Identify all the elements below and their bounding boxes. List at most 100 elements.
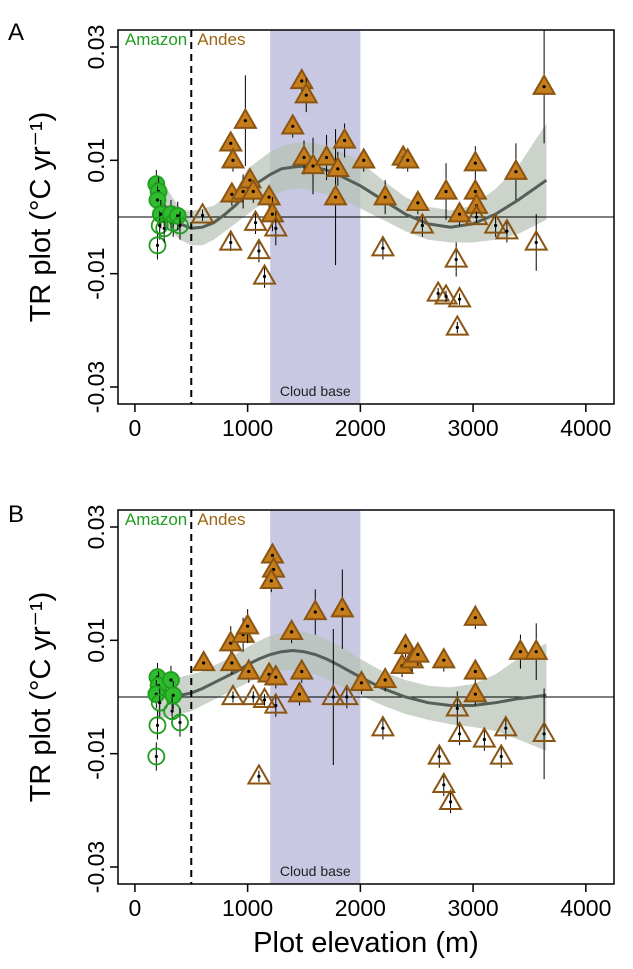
point-center <box>304 93 308 97</box>
andes-point-positive <box>235 613 260 635</box>
andes-point-negative <box>263 215 288 237</box>
amazon-point-negative <box>150 693 169 712</box>
point-center <box>158 701 162 705</box>
andes-point-negative <box>445 314 470 336</box>
point-center <box>170 709 174 713</box>
point-center <box>416 201 420 205</box>
point-center <box>416 652 420 657</box>
andes-point-positive <box>447 201 472 223</box>
point-center <box>248 178 252 182</box>
andes-point-negative <box>464 203 489 226</box>
point-center <box>202 661 206 665</box>
andes-point-negative <box>524 229 549 251</box>
point-center <box>297 692 302 696</box>
amazon-point-negative <box>147 747 166 766</box>
andes-point-positive <box>463 658 488 680</box>
andes-point-positive <box>263 664 288 686</box>
andes-point-positive <box>372 666 398 689</box>
andes-point-positive <box>233 107 258 129</box>
point-center <box>442 783 446 787</box>
andes-point-negative <box>438 788 463 810</box>
y-tick-label: 0.01 <box>83 138 109 183</box>
andes-point-positive <box>287 681 312 703</box>
andes-point-negative <box>243 209 268 231</box>
point-center <box>454 257 458 262</box>
andes-point-positive <box>431 647 456 669</box>
point-center <box>381 246 385 250</box>
point-center <box>257 249 261 253</box>
point-center <box>534 240 538 245</box>
amazon-point-negative <box>148 716 167 735</box>
point-center <box>518 650 523 654</box>
point-center <box>230 661 234 665</box>
point-center <box>269 579 273 583</box>
andes-point-negative <box>427 743 452 765</box>
point-center <box>436 291 440 296</box>
andes-point-positive <box>314 144 339 166</box>
andes-point-negative <box>531 720 557 742</box>
point-center <box>229 141 233 145</box>
cloud-base-label: Cloud base <box>280 863 351 879</box>
amazon-point-negative <box>171 713 189 732</box>
confidence-ribbon <box>157 123 547 246</box>
plot-frame <box>117 509 615 885</box>
y-tick-label: -0.03 <box>83 361 109 413</box>
andes-point-positive <box>294 82 319 104</box>
point-center <box>359 681 364 685</box>
y-tick-label: -0.03 <box>83 841 109 893</box>
point-center <box>229 240 233 245</box>
point-center <box>231 158 235 162</box>
point-center <box>473 189 477 194</box>
andes-point-positive <box>503 158 529 180</box>
andes-point-positive <box>531 73 557 95</box>
point-center <box>505 229 509 233</box>
x-tick-label: 4000 <box>560 895 611 921</box>
point-center <box>336 167 340 171</box>
y-tick-label: -0.01 <box>83 247 109 299</box>
point-center <box>444 294 448 298</box>
andes-point-positive <box>191 649 216 672</box>
andes-point-negative <box>263 692 288 714</box>
y-axis-label: TR plot (°C yr⁻¹) <box>25 112 57 323</box>
andes-point-positive <box>405 189 431 211</box>
andes-label: Andes <box>197 510 245 529</box>
point-center <box>383 678 387 682</box>
x-axis-label: Plot elevation (m) <box>253 927 479 959</box>
point-center <box>200 213 205 217</box>
y-tick-label: 0.01 <box>83 618 109 663</box>
andes-point-positive <box>349 669 374 691</box>
trend-line <box>157 648 547 707</box>
x-tick-label: 1000 <box>222 415 273 441</box>
x-tick-label: 2000 <box>335 895 386 921</box>
x-tick-label: 4000 <box>560 415 611 441</box>
point-center <box>474 215 479 219</box>
andes-point-negative <box>246 763 272 785</box>
andes-point-negative <box>321 683 346 706</box>
andes-point-positive <box>280 113 305 135</box>
point-center <box>383 195 387 199</box>
andes-point-positive <box>330 596 355 618</box>
andes-point-positive <box>508 638 533 660</box>
point-center <box>155 723 160 727</box>
amazon-point-negative <box>150 216 169 235</box>
point-center <box>473 669 477 674</box>
point-center <box>274 703 278 708</box>
point-center <box>231 695 235 699</box>
point-center <box>155 243 160 247</box>
andes-point-positive <box>524 638 549 660</box>
panel-letter: A <box>8 19 24 46</box>
point-center <box>381 726 385 730</box>
x-tick-label: 2000 <box>335 415 386 441</box>
point-center <box>406 158 410 162</box>
andes-point-positive <box>218 130 243 152</box>
point-center <box>342 138 347 143</box>
panel-a: 0 1000 2000 3000 4000 -0.03 -0.01 0.01 0.03 TR pl… <box>8 19 615 441</box>
point-center <box>257 774 261 778</box>
x-tick-label: 3000 <box>448 895 499 921</box>
point-center <box>504 726 508 730</box>
point-center <box>420 223 424 228</box>
point-center <box>313 610 317 614</box>
andes-point-positive <box>256 184 282 206</box>
point-center <box>291 124 295 128</box>
